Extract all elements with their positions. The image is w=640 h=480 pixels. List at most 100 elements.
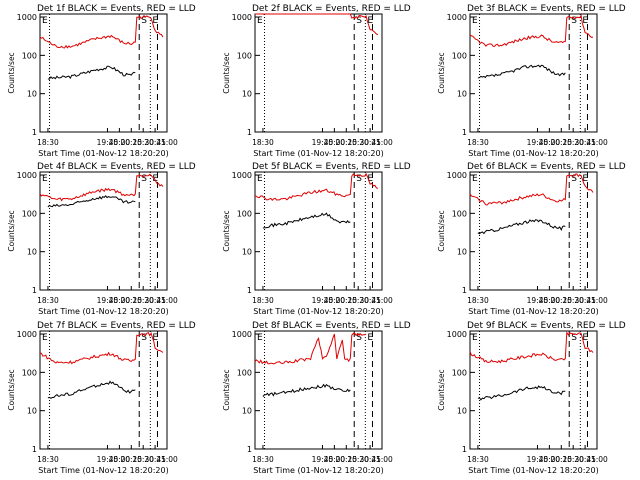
plot-frame — [469, 330, 598, 450]
marker-letter: E — [42, 333, 48, 343]
chart-title: Det 2f BLACK = Events, RED = LLD — [252, 4, 411, 14]
y-tick-label: 10 — [27, 407, 37, 416]
x-tick-label: 20:30 — [132, 455, 154, 464]
x-tick-label: 19:45 — [527, 455, 549, 464]
y-tick-label: 1 — [247, 286, 252, 295]
series-line-black — [477, 219, 566, 235]
x-tick-label: 18:30 — [37, 138, 59, 147]
x-tick-label: 20:15 — [335, 296, 357, 305]
y-tick-label: 100 — [452, 368, 467, 377]
x-tick-label: 20:30 — [347, 455, 369, 464]
series-line-red — [254, 332, 367, 365]
x-tick-label: 20:15 — [120, 455, 142, 464]
series-line-red — [469, 331, 594, 364]
x-tick-label: 20:00 — [539, 296, 561, 305]
marker-letter: S — [141, 174, 147, 184]
x-tick-label: 20:30 — [562, 455, 584, 464]
x-tick-label: 20:45 — [359, 138, 381, 147]
y-axis-label: Counts/sec — [437, 52, 446, 93]
x-tick-label: 21:00 — [156, 138, 178, 147]
marker-letter: S — [356, 174, 362, 184]
x-tick-label: 20:45 — [144, 138, 166, 147]
x-tick-label: 20:45 — [574, 296, 596, 305]
y-axis-label: Counts/sec — [7, 210, 16, 251]
y-tick-label: 1000 — [447, 13, 467, 22]
x-tick-label: 20:45 — [359, 455, 381, 464]
x-tick-label: 21:00 — [156, 455, 178, 464]
x-axis-label: Start Time (01-Nov-12 18:20:20) — [253, 307, 383, 316]
y-tick-label: 1 — [32, 128, 37, 137]
x-tick-label: 19:45 — [527, 138, 549, 147]
panel-det-8: Det 8f BLACK = Events, RED = LLD Start Ti… — [222, 321, 411, 475]
y-tick-label: 100 — [237, 51, 252, 60]
marker-letter: E — [152, 174, 158, 184]
x-axis-label: Start Time (01-Nov-12 18:20:20) — [38, 149, 168, 158]
plot-frame — [254, 13, 383, 133]
panel-det-7: Det 7f BLACK = Events, RED = LLD Start Ti… — [7, 321, 196, 475]
x-tick-label: 21:00 — [586, 296, 608, 305]
marker-letter: E — [582, 333, 588, 343]
series-line-black — [47, 65, 136, 80]
y-tick-label: 10 — [457, 248, 467, 257]
x-tick-label: 20:00 — [109, 455, 131, 464]
y-tick-label: 10 — [457, 407, 467, 416]
marker-letter: E — [152, 16, 158, 26]
x-tick-label: 20:00 — [324, 138, 346, 147]
plot-frame — [254, 330, 383, 450]
panel-det-4: Det 4f BLACK = Events, RED = LLD Start Ti… — [7, 162, 196, 316]
panel-det-9: Det 9f BLACK = Events, RED = LLD Start Ti… — [437, 321, 626, 475]
y-tick-label: 100 — [452, 209, 467, 218]
panel-det-3: Det 3f BLACK = Events, RED = LLD Start Ti… — [437, 4, 626, 158]
series-line-red — [39, 173, 164, 202]
x-tick-label: 20:15 — [550, 296, 572, 305]
marker-letter: E — [582, 16, 588, 26]
y-tick-label: 100 — [22, 368, 37, 377]
x-tick-label: 20:00 — [109, 138, 131, 147]
plot-frame — [39, 330, 168, 450]
series-line-black — [477, 385, 566, 401]
y-tick-label: 100 — [452, 51, 467, 60]
y-axis-label: Counts/sec — [7, 369, 16, 410]
chart-title: Det 6f BLACK = Events, RED = LLD — [467, 162, 626, 172]
marker-letter: S — [571, 174, 577, 184]
y-tick-label: 10 — [242, 248, 252, 257]
y-tick-label: 10 — [27, 90, 37, 99]
x-tick-label: 20:45 — [144, 296, 166, 305]
x-tick-label: 18:30 — [252, 296, 274, 305]
x-axis-label: Start Time (01-Nov-12 18:20:20) — [468, 466, 598, 475]
y-tick-label: 1000 — [17, 171, 37, 180]
x-axis-label: Start Time (01-Nov-12 18:20:20) — [468, 149, 598, 158]
marker-letter: E — [472, 333, 478, 343]
y-tick-label: 1 — [247, 445, 252, 454]
marker-letter: E — [367, 16, 373, 26]
chart-title: Det 7f BLACK = Events, RED = LLD — [37, 321, 196, 331]
y-tick-label: 10 — [242, 90, 252, 99]
y-tick-label: 1000 — [447, 330, 467, 339]
x-tick-label: 20:45 — [574, 455, 596, 464]
chart-title: Det 8f BLACK = Events, RED = LLD — [252, 321, 411, 331]
x-tick-label: 20:15 — [550, 455, 572, 464]
x-tick-label: 21:00 — [371, 455, 393, 464]
series-line-red — [469, 173, 594, 206]
x-tick-label: 20:00 — [109, 296, 131, 305]
x-tick-label: 20:45 — [359, 296, 381, 305]
marker-letter: S — [356, 16, 362, 26]
marker-letter: E — [367, 174, 373, 184]
marker-letter: E — [472, 174, 478, 184]
x-tick-label: 18:30 — [37, 455, 59, 464]
x-tick-label: 20:15 — [550, 138, 572, 147]
y-tick-label: 1 — [32, 286, 37, 295]
x-tick-label: 20:30 — [562, 138, 584, 147]
x-tick-label: 20:00 — [324, 296, 346, 305]
chart-title: Det 3f BLACK = Events, RED = LLD — [467, 4, 626, 14]
x-tick-label: 20:00 — [539, 455, 561, 464]
x-tick-label: 19:45 — [97, 138, 119, 147]
marker-letter: E — [582, 174, 588, 184]
series-line-black — [47, 380, 136, 399]
y-tick-label: 1 — [462, 286, 467, 295]
x-tick-label: 20:30 — [562, 296, 584, 305]
plot-frame — [469, 13, 598, 133]
y-tick-label: 1 — [462, 445, 467, 454]
x-tick-label: 18:30 — [252, 138, 274, 147]
